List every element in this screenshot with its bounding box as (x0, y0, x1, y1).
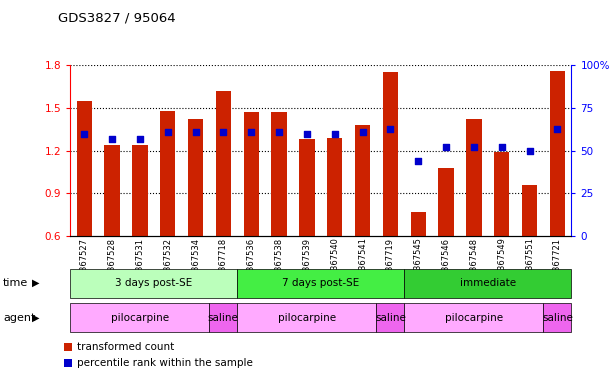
Text: saline: saline (208, 313, 239, 323)
Point (302, 131, 312, 137)
Point (219, 129, 229, 135)
Text: 7 days post-SE: 7 days post-SE (282, 278, 359, 288)
Bar (132, 145, 147, 236)
Text: GDS3827 / 95064: GDS3827 / 95064 (58, 12, 176, 25)
Text: pilocarpine: pilocarpine (278, 313, 336, 323)
Point (525, 147, 535, 154)
Bar (522, 185, 537, 236)
Point (163, 129, 172, 135)
Bar (76, 101, 92, 236)
Point (107, 136, 117, 142)
Text: immediate: immediate (459, 278, 516, 288)
Text: transformed count: transformed count (77, 342, 174, 352)
Text: ▶: ▶ (32, 313, 39, 323)
Bar (355, 125, 370, 236)
Bar (382, 73, 398, 236)
Text: pilocarpine: pilocarpine (111, 313, 169, 323)
Point (497, 144, 507, 151)
Bar (104, 145, 120, 236)
Point (552, 126, 562, 132)
Text: agent: agent (3, 313, 35, 323)
Bar (299, 139, 315, 236)
Point (413, 158, 423, 164)
Text: 3 days post-SE: 3 days post-SE (115, 278, 192, 288)
Bar (327, 138, 342, 236)
Point (357, 129, 367, 135)
Point (191, 129, 200, 135)
Point (469, 144, 479, 151)
Point (441, 144, 451, 151)
Point (330, 131, 340, 137)
Point (135, 136, 145, 142)
Bar (494, 152, 510, 236)
Point (79, 131, 89, 137)
Bar (160, 111, 175, 236)
Text: pilocarpine: pilocarpine (445, 313, 503, 323)
Text: time: time (3, 278, 28, 288)
Point (274, 129, 284, 135)
Point (246, 129, 256, 135)
Text: saline: saline (375, 313, 406, 323)
Text: percentile rank within the sample: percentile rank within the sample (77, 358, 253, 368)
Bar (188, 119, 203, 236)
Text: saline: saline (542, 313, 573, 323)
Text: ▶: ▶ (32, 278, 39, 288)
Bar (216, 91, 231, 236)
Bar (438, 168, 454, 236)
Bar (550, 71, 565, 236)
Bar (466, 119, 481, 236)
Point (386, 126, 395, 132)
Bar (271, 112, 287, 236)
Bar (244, 112, 259, 236)
Bar (411, 212, 426, 236)
